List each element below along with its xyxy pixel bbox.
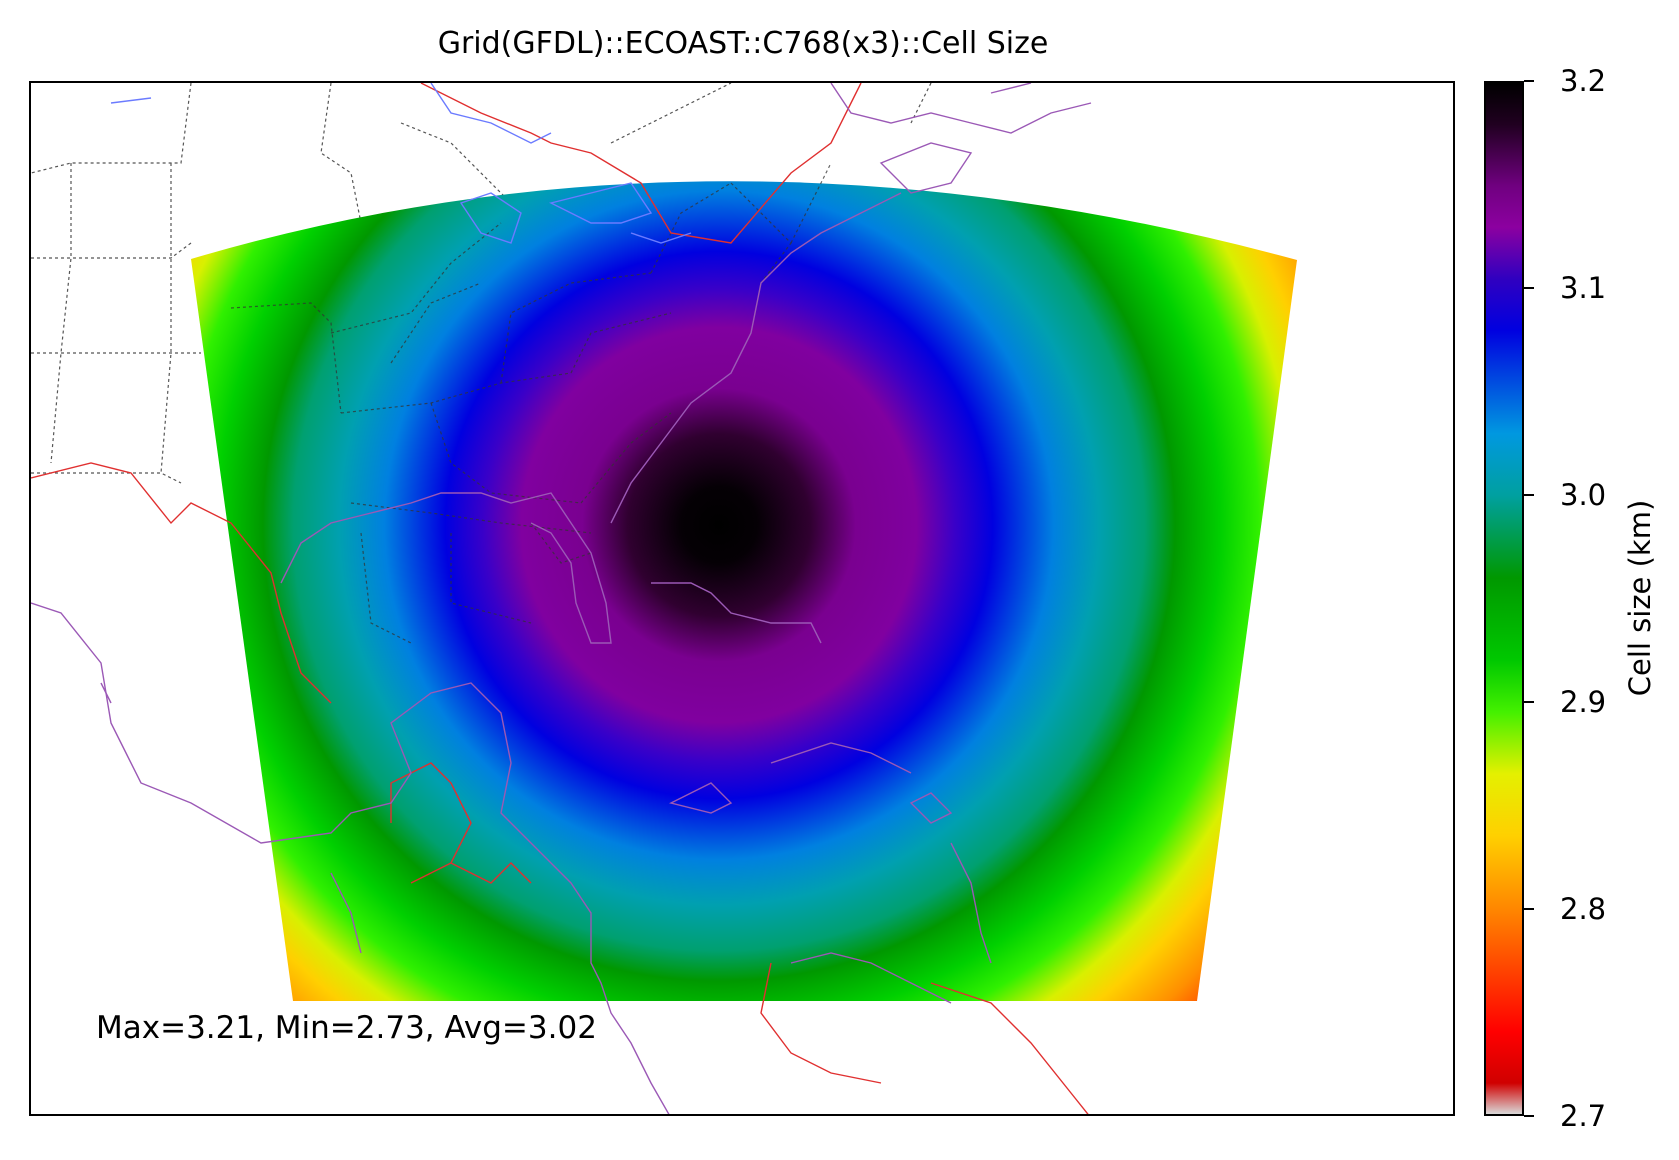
colorbar-tick [1524, 287, 1534, 289]
stats-annotation: Max=3.21, Min=2.73, Avg=3.02 [96, 1010, 597, 1046]
cell-size-field [191, 181, 1297, 1001]
lakes [110, 83, 692, 244]
country-borders [31, 83, 1089, 1114]
colorbar-tick [1524, 494, 1534, 496]
colorbar-tick-label: 2.7 [1560, 1099, 1607, 1133]
colorbar-tick [1524, 1115, 1534, 1117]
colorbar-tick-label: 3.0 [1560, 478, 1607, 512]
map-svg [31, 83, 1297, 1114]
colorbar-tick [1524, 908, 1534, 910]
colorbar-tick-label: 3.1 [1560, 271, 1607, 305]
plot-title: Grid(GFDL)::ECOAST::C768(x3)::Cell Size [437, 26, 1049, 61]
coastlines [31, 83, 1092, 1114]
colorbar-tick [1524, 80, 1534, 82]
inner-state-borders [230, 162, 832, 644]
colorbar-tick-label: 2.9 [1560, 685, 1607, 719]
colorbar-title: Cell size (km) [1623, 499, 1657, 697]
colorbar-tick-label: 3.2 [1560, 64, 1607, 98]
map-panel [29, 81, 1455, 1116]
colorbar-tick-label: 2.8 [1560, 892, 1607, 926]
colorbar [1484, 81, 1524, 1116]
colorbar-tick [1524, 701, 1534, 703]
